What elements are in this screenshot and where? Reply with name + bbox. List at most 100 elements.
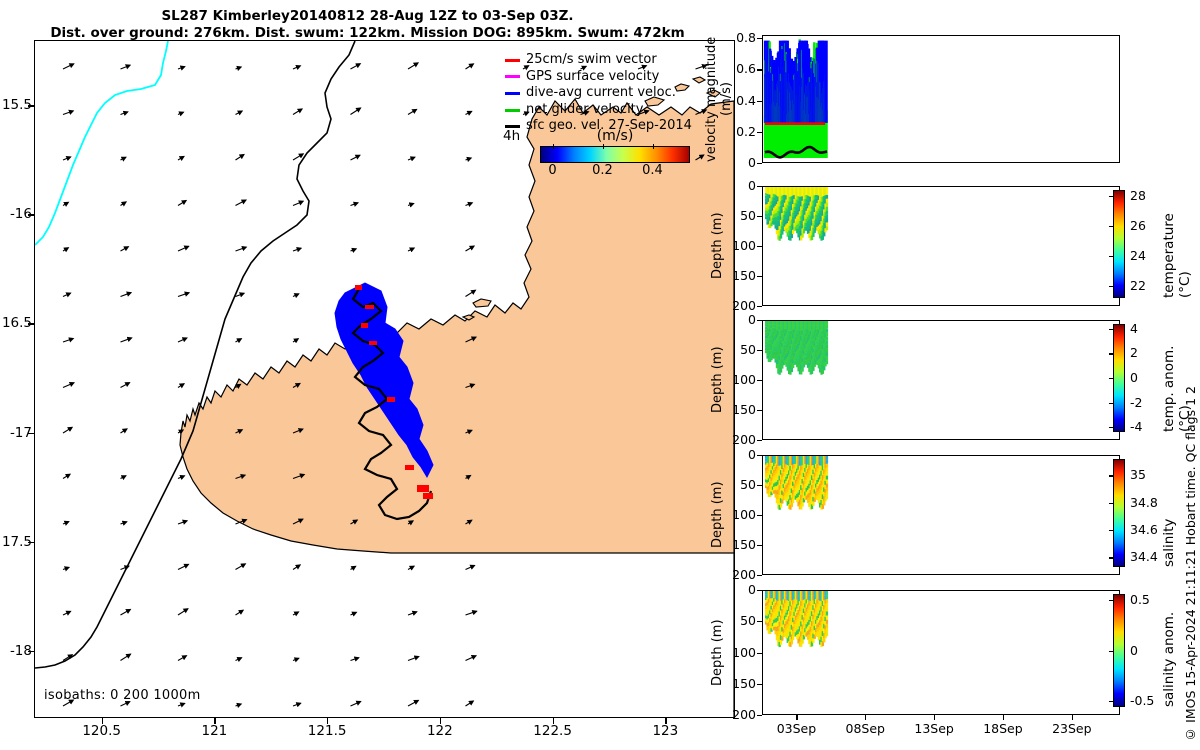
salinity-y-tick-label: 150: [732, 537, 756, 552]
map-colorbar-gradient: [540, 146, 690, 163]
panel-salinity[interactable]: [762, 455, 1120, 575]
temperature-colorbar-tick-label: 22: [1130, 278, 1146, 293]
map-x-tick-label: 123: [652, 723, 679, 739]
temperature-anomaly-y-tick-label: 100: [732, 372, 756, 387]
map-colorbar-tick-label: 0.2: [592, 163, 613, 178]
velocity-magnitude-y-tick-label: 0.4: [736, 92, 756, 108]
salinity-y-tick-mark: [757, 575, 762, 577]
legend-item: GPS surface velocity: [505, 69, 692, 86]
map-y-tick-mark: [28, 323, 34, 325]
map-colorbar: (m/s) 0 0.2 0.4: [540, 128, 690, 179]
panel-temperature[interactable]: [762, 186, 1120, 306]
temperature-y-tick-label: 200: [732, 298, 756, 313]
map-legend: 25cm/s swim vector GPS surface velocity di…: [505, 52, 692, 135]
velocity-magnitude-graphic: [763, 39, 828, 159]
temperature-colorbar: [1113, 190, 1125, 298]
time-axis-tick-mark: [865, 715, 867, 720]
map-y-tick-mark: [28, 105, 34, 107]
temperature-anomaly-y-tick-mark: [757, 320, 762, 322]
temperature-y-tick-mark: [757, 186, 762, 188]
map-y-tick-label: 15.5: [1, 97, 32, 114]
salinity-colorbar-label: salinity: [1161, 518, 1177, 567]
salinity-anomaly-y-tick-mark: [757, 683, 762, 685]
time-axis-tick-label: 13Sep: [914, 721, 954, 736]
temperature-anomaly-graphic: [765, 321, 829, 375]
salinity-anomaly-graphic: [765, 591, 829, 648]
temperature-y-tick-label: 100: [732, 238, 756, 253]
velocity-magnitude-y-tick-label: 0.2: [736, 123, 756, 139]
salinity-colorbar: [1113, 459, 1125, 567]
temperature-colorbar-tick-label: 28: [1130, 188, 1146, 203]
legend-swatch-icon: [505, 75, 520, 79]
time-axis-tick-mark: [1002, 715, 1005, 720]
salinity-y-tick-mark: [757, 485, 762, 487]
time-axis-tick-label: 18Sep: [983, 721, 1023, 736]
map-x-tick-label: 122: [426, 723, 453, 739]
map-graphics: [35, 41, 734, 717]
salinity-colorbar-tick-label: 34.8: [1130, 494, 1158, 510]
time-interval-label: 4h: [503, 128, 521, 144]
temperature-colorbar-tick-label: 24: [1130, 248, 1146, 263]
temperature-y-tick-label: 0: [748, 178, 756, 193]
copyright-notice: © IMOS 15-Apr-2024 21:11:21 Hobart time.…: [1183, 386, 1198, 742]
salinity-colorbar-tick-mark: [1109, 475, 1113, 477]
temperature-anomaly-y-tick-label: 50: [740, 342, 756, 357]
temperature-anomaly-y-tick-label: 150: [732, 402, 756, 417]
legend-item-label: sfc geo. vel. 27-Sep-2014: [526, 118, 692, 134]
panel-temperature-anomaly[interactable]: [762, 320, 1120, 440]
temperature-colorbar-tick-mark: [1109, 196, 1113, 198]
time-axis-tick-mark: [1071, 715, 1073, 720]
velocity-magnitude-y-tick-mark: [757, 131, 762, 133]
time-axis-tick-label: 23Sep: [1052, 721, 1092, 736]
map-y-tick-mark: [28, 541, 34, 543]
temperature-anomaly-y-tick-mark: [757, 350, 762, 352]
legend-item-label: net glider velocity: [526, 101, 644, 117]
legend-swatch-icon: [505, 58, 520, 62]
salinity-anomaly-colorbar-label: salinity anom.: [1161, 611, 1177, 707]
temperature-anomaly-colorbar-tick-label: 2: [1130, 345, 1138, 361]
map-y-tick-label: 17.5: [1, 533, 32, 550]
velocity-magnitude-y-tick-mark: [757, 163, 762, 165]
map-x-tick-mark: [101, 718, 103, 724]
map-panel[interactable]: 15.5 -16 16.5 -17 17.5 -18 120.5 121 121.5 122 12…: [2, 40, 735, 739]
temperature-anomaly-colorbar-tick-mark: [1109, 328, 1113, 331]
salinity-anomaly-colorbar: [1113, 594, 1125, 707]
salinity-anomaly-y-tick-label: 200: [732, 707, 756, 722]
title-line-1: SL287 Kimberley20140812 28-Aug 12Z to 03…: [161, 8, 574, 24]
legend-item-label: GPS surface velocity: [526, 68, 660, 84]
map-x-tick-label: 120.5: [82, 723, 121, 739]
map-y-tick-label: -16: [9, 206, 32, 223]
land-polygon: [179, 97, 734, 717]
temperature-colorbar-tick-mark: [1109, 286, 1113, 288]
velocity-magnitude-y-tick-label: 0: [748, 155, 756, 170]
velocity-magnitude-y-tick-label: 0.6: [736, 61, 756, 77]
temperature-y-tick-label: 50: [740, 208, 756, 223]
time-axis-tick-mark: [934, 715, 936, 720]
temperature-graphic: [765, 187, 829, 241]
temperature-anomaly-y-tick-mark: [757, 410, 762, 412]
salinity-anomaly-colorbar-tick-label: 0: [1130, 642, 1138, 658]
salinity-anomaly-colorbar-tick-label: 0.5: [1130, 592, 1150, 608]
salinity-graphic: [765, 456, 829, 510]
map-plot-area[interactable]: [34, 40, 735, 718]
panel-salinity-anomaly[interactable]: [762, 590, 1120, 715]
temperature-anomaly-colorbar: [1113, 324, 1125, 432]
salinity-anomaly-y-tick-mark: [757, 590, 762, 592]
salinity-y-tick-mark: [757, 545, 762, 547]
legend-item: 25cm/s swim vector: [505, 52, 692, 69]
map-y-tick-label: 16.5: [1, 315, 32, 332]
map-y-tick-label: -17: [9, 424, 32, 441]
temperature-colorbar-tick-label: 26: [1130, 218, 1146, 233]
map-y-tick-mark: [28, 650, 34, 652]
velocity-magnitude-y-tick-mark: [757, 69, 762, 71]
salinity-y-tick-mark: [757, 455, 762, 457]
salinity-colorbar-tick-mark: [1109, 502, 1113, 504]
legend-item: dive-avg current veloc.: [505, 85, 692, 102]
legend-swatch-icon: [505, 108, 520, 112]
map-colorbar-title: (m/s): [596, 128, 634, 144]
temperature-anomaly-y-tick-mark: [757, 440, 762, 442]
velocity-magnitude-y-tick-label: 0.8: [736, 30, 756, 46]
panel-velocity-magnitude[interactable]: [762, 35, 1120, 163]
time-axis-tick-label: 03Sep: [776, 721, 817, 736]
legend-item: net glider velocity: [505, 102, 692, 119]
